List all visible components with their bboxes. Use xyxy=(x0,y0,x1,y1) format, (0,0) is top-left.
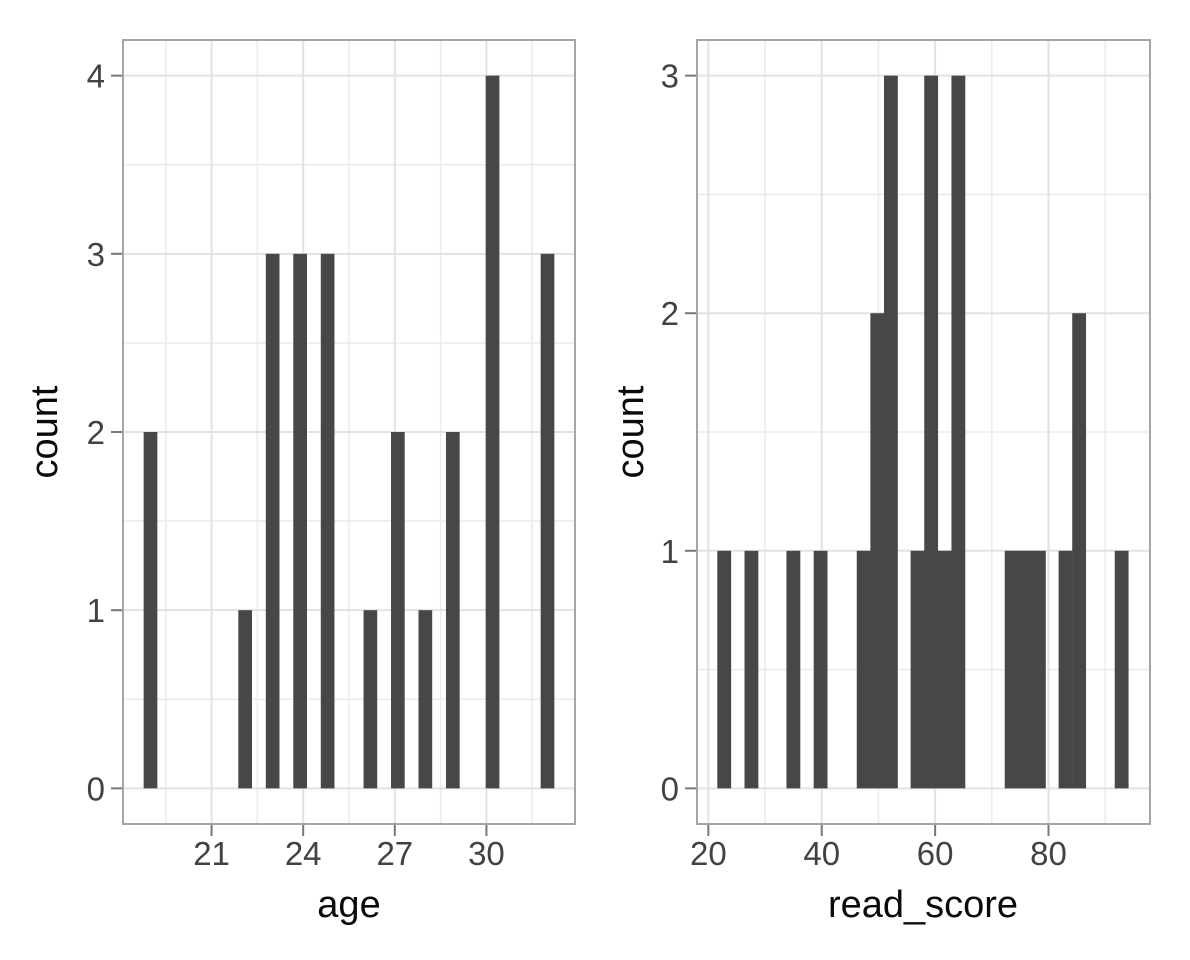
histogram-bar xyxy=(485,75,500,789)
histogram-bar xyxy=(870,313,885,789)
x-tick-label: 24 xyxy=(285,835,322,872)
histogram-bar xyxy=(744,550,759,789)
histogram-age: 21 24 27 30 0 1 2 3 4 xyxy=(87,39,576,872)
histogram-bar xyxy=(320,253,335,789)
histogram-read_score: 20 40 60 80 0 1 2 3 xyxy=(661,39,1151,872)
histogram-bar xyxy=(265,253,280,789)
x-axis-title-age: age xyxy=(317,884,381,926)
histogram-bar xyxy=(1058,550,1073,789)
histogram-bar xyxy=(391,432,405,789)
histogram-bar xyxy=(1004,550,1019,789)
histogram-bar xyxy=(1114,550,1129,789)
y-axis-title-count-right: count xyxy=(610,385,652,479)
histogram-bar xyxy=(445,432,460,789)
x-tick-label: 20 xyxy=(690,835,727,872)
x-tick-label: 30 xyxy=(468,835,505,872)
histogram-bar xyxy=(418,610,433,789)
y-tick-label: 0 xyxy=(87,770,105,807)
histogram-bar xyxy=(1072,313,1087,789)
x-tick-label: 80 xyxy=(1030,835,1067,872)
histogram-bar xyxy=(813,550,828,789)
panel-border xyxy=(696,39,1151,825)
x-tick-label: 60 xyxy=(917,835,954,872)
y-tick-label: 2 xyxy=(661,295,679,332)
histogram-bar xyxy=(951,75,966,789)
panel-border xyxy=(122,39,576,825)
y-tick-label: 1 xyxy=(87,592,105,629)
y-tick-label: 0 xyxy=(661,770,679,807)
x-tick-label: 27 xyxy=(376,835,413,872)
histogram-bar xyxy=(293,253,307,789)
histogram-bar xyxy=(786,550,801,789)
histogram-bar xyxy=(924,75,939,789)
histogram-bar xyxy=(1018,550,1033,789)
histogram-bar xyxy=(143,432,158,789)
x-tick-label: 40 xyxy=(803,835,840,872)
histogram-bar xyxy=(856,550,871,789)
histogram-bar xyxy=(238,610,253,789)
y-tick-label: 1 xyxy=(661,533,679,570)
histogram-bar xyxy=(1031,550,1046,789)
x-axis-title-read-score: read_score xyxy=(827,884,1019,926)
y-tick-label: 2 xyxy=(87,414,105,451)
histogram-bar xyxy=(883,75,898,789)
x-tick-label: 21 xyxy=(193,835,230,872)
histogram-bar xyxy=(937,550,952,789)
y-axis-title-count-left: count xyxy=(24,385,66,479)
y-tick-label: 4 xyxy=(87,58,105,95)
y-tick-label: 3 xyxy=(87,236,105,273)
histogram-bar xyxy=(540,253,555,789)
histogram-bar xyxy=(910,550,925,789)
y-tick-label: 3 xyxy=(661,58,679,95)
histogram-bar xyxy=(717,550,732,789)
histogram-bar xyxy=(363,610,378,789)
